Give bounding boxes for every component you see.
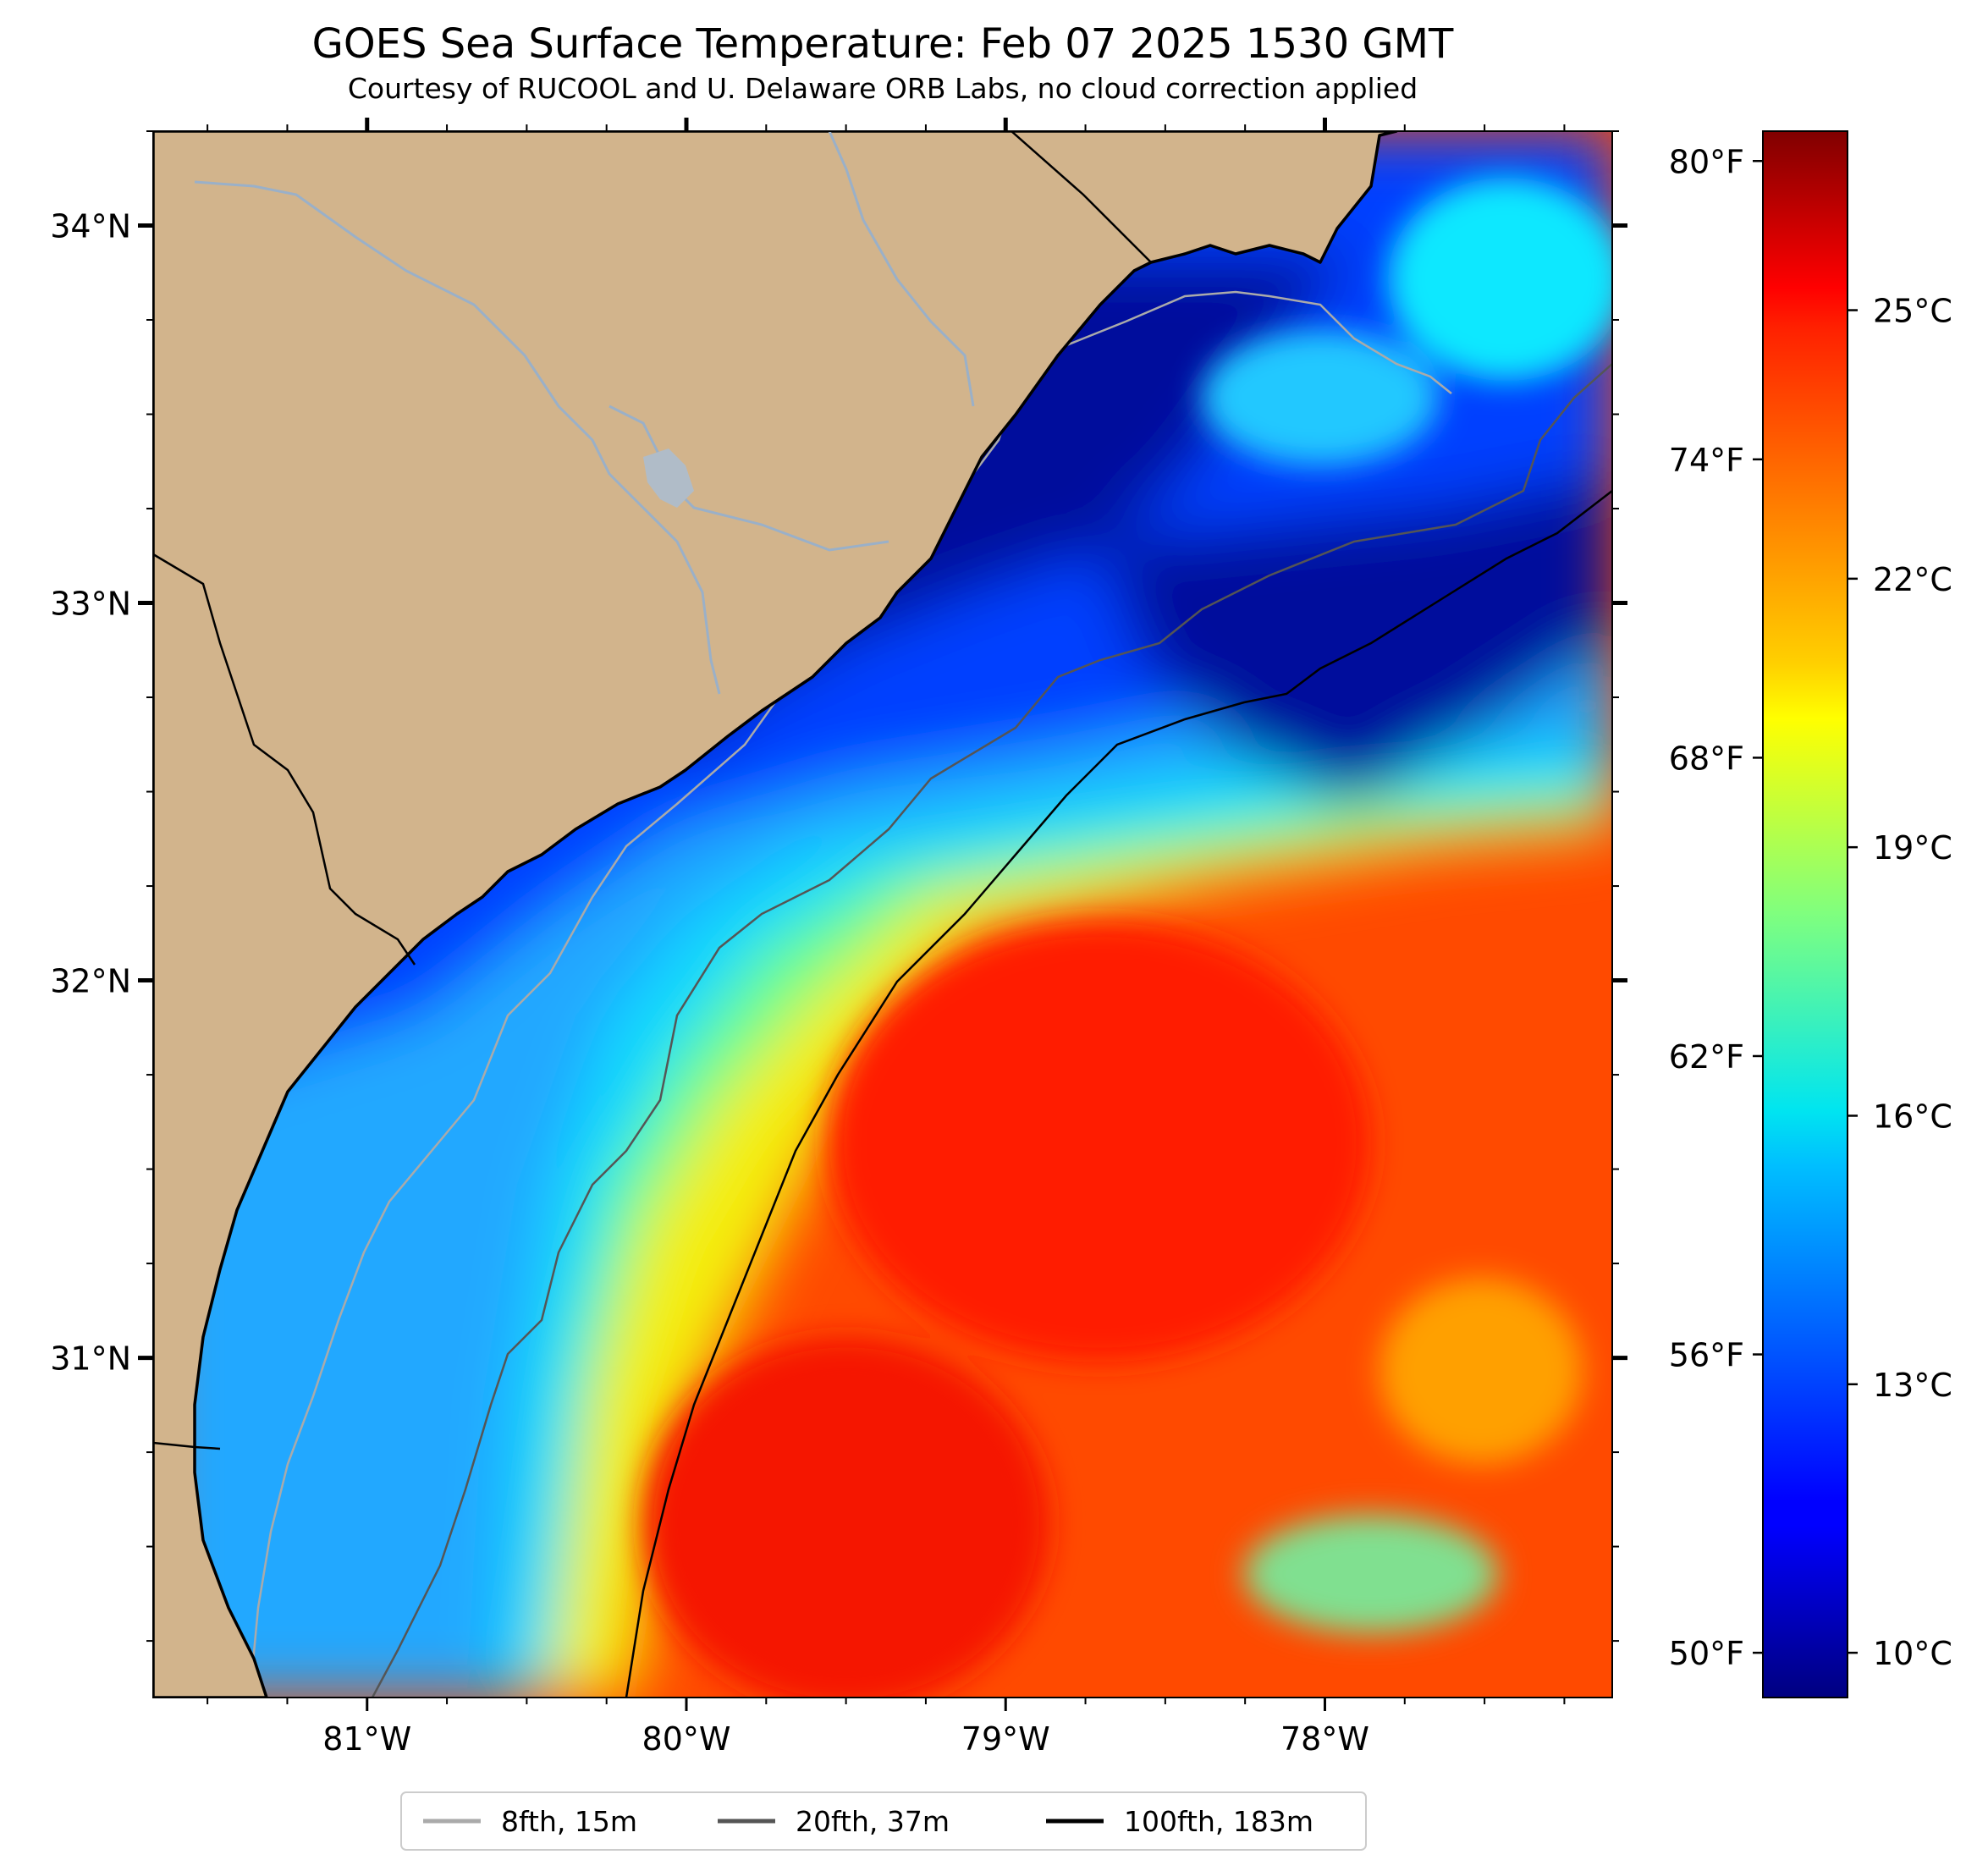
legend-label: 8fth, 15m xyxy=(501,1805,637,1838)
lon-tick-label: 81°W xyxy=(322,1720,411,1758)
longitude-axis: 81°W 80°W 79°W 78°W xyxy=(207,118,1566,1758)
lat-tick-label: 32°N xyxy=(50,963,131,1000)
fahrenheit-tick-label: 56°F xyxy=(1669,1337,1744,1374)
border-ga-fl xyxy=(153,1441,221,1450)
lon-tick-label: 78°W xyxy=(1280,1720,1369,1758)
celsius-tick-label: 16°C xyxy=(1873,1098,1952,1135)
sst-feature-red-south xyxy=(643,1337,1049,1698)
map-frame xyxy=(152,130,1613,1698)
contour-20fth-37m xyxy=(371,363,1612,1698)
contour-100fth-183m xyxy=(625,490,1612,1698)
sst-feature-green-se xyxy=(1244,1515,1498,1633)
land-south-carolina-georgia xyxy=(153,131,1398,1698)
fahrenheit-tick-label: 50°F xyxy=(1669,1635,1744,1672)
sst-feature-yellow-se xyxy=(1379,1278,1583,1464)
lon-tick-label: 80°W xyxy=(642,1720,731,1758)
celsius-tick-label: 25°C xyxy=(1873,293,1952,330)
celsius-tick-label: 10°C xyxy=(1873,1635,1952,1672)
sst-features xyxy=(643,178,1612,1698)
state-borders xyxy=(153,131,1152,1450)
celsius-tick-label: 22°C xyxy=(1873,561,1952,598)
lat-tick-label: 33°N xyxy=(50,586,131,623)
lake-marion xyxy=(643,448,694,508)
sst-feature-red-core xyxy=(829,922,1371,1362)
fahrenheit-tick-label: 68°F xyxy=(1669,740,1744,777)
fahrenheit-tick-label: 74°F xyxy=(1669,442,1744,479)
chart-title: GOES Sea Surface Temperature: Feb 07 202… xyxy=(312,20,1454,68)
lat-tick-label: 34°N xyxy=(50,208,131,245)
celsius-tick-label: 19°C xyxy=(1873,829,1952,867)
latitude-axis: 34°N 33°N 32°N 31°N xyxy=(50,130,1627,1643)
sst-map xyxy=(153,131,1612,1698)
river-1 xyxy=(194,180,721,695)
sst-feature-cyan-mid xyxy=(1202,330,1439,465)
fahrenheit-tick-label: 62°F xyxy=(1669,1038,1744,1076)
legend-box xyxy=(400,1791,1367,1851)
celsius-tick-label: 13°C xyxy=(1873,1367,1952,1404)
colorbar xyxy=(1762,130,1848,1698)
legend: 8fth, 15m 20fth, 37m 100fth, 183m xyxy=(423,1805,1313,1838)
lon-tick-label: 79°W xyxy=(961,1720,1050,1758)
border-sc-ga xyxy=(153,553,416,966)
river-3 xyxy=(828,131,975,407)
fahrenheit-tick-label: 80°F xyxy=(1669,143,1744,180)
chart-subtitle: Courtesy of RUCOOL and U. Delaware ORB L… xyxy=(348,72,1418,105)
legend-label: 20fth, 37m xyxy=(796,1805,950,1838)
colorbar-celsius-axis: 10°C 13°C 16°C 19°C 22°C 25°C xyxy=(1848,293,1952,1672)
colorbar-fahrenheit-axis: 50°F 56°F 62°F 68°F 74°F 80°F xyxy=(1669,143,1763,1672)
sst-zone-darkblue-east xyxy=(1100,474,1612,804)
border-nc-sc xyxy=(1011,131,1152,263)
sst-feature-cyan-ne xyxy=(1388,178,1612,381)
legend-label: 100fth, 183m xyxy=(1124,1805,1313,1838)
lat-tick-label: 31°N xyxy=(50,1340,131,1378)
